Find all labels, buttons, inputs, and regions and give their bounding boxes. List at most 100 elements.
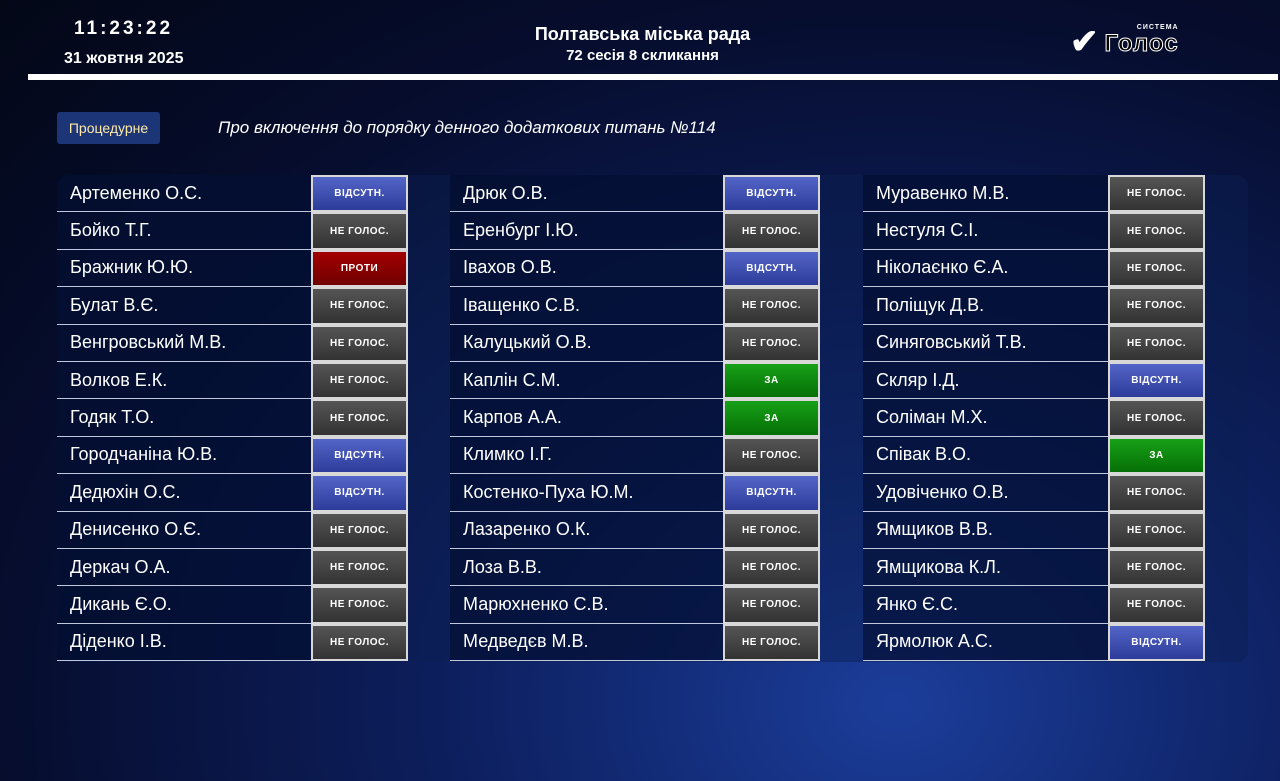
deputy-name: Івахов О.В. <box>450 249 723 288</box>
deputy-name: Костенко-Пуха Ю.М. <box>450 474 723 512</box>
council-title: Полтавська міська рада <box>534 24 751 44</box>
logo-small-text: СИСТЕМА <box>1136 24 1179 31</box>
vote-status-badge: НЕ ГОЛОС. <box>1108 474 1205 512</box>
deputy-row: Годяк Т.О. НЕ ГОЛОС. <box>57 399 408 437</box>
vote-status-badge: НЕ ГОЛОС. <box>1108 212 1205 250</box>
deputy-name: Поліщук Д.В. <box>863 287 1108 325</box>
deputy-name: Калуцький О.В. <box>450 324 723 362</box>
deputy-name: Дрюк О.В. <box>450 175 723 213</box>
vote-status-badge: НЕ ГОЛОС. <box>1108 399 1205 437</box>
vote-status-badge: НЕ ГОЛОС. <box>311 511 408 549</box>
deputies-column-2: Дрюк О.В. ВІДСУТН. Еренбург І.Ю. НЕ ГОЛОС. І… <box>450 175 820 662</box>
deputy-name: Марюхненко С.В. <box>450 586 723 624</box>
deputy-row: Денисенко О.Є. НЕ ГОЛОС. <box>57 511 408 549</box>
deputy-name: Климко І.Г. <box>450 436 723 475</box>
deputy-row: Синяговський Т.В. НЕ ГОЛОС. <box>863 324 1205 362</box>
vote-status-badge: НЕ ГОЛОС. <box>1108 586 1205 624</box>
date: 31 жовтня 2025 <box>64 50 184 67</box>
deputy-name: Каплін С.М. <box>450 361 723 400</box>
vote-status-badge: НЕ ГОЛОС. <box>723 436 820 475</box>
vote-status-badge: НЕ ГОЛОС. <box>311 324 408 362</box>
vote-status-badge: НЕ ГОЛОС. <box>311 212 408 250</box>
deputy-row: Деркач О.А. НЕ ГОЛОС. <box>57 548 408 587</box>
deputy-row: Дрюк О.В. ВІДСУТН. <box>450 175 820 213</box>
deputy-row: Поліщук Д.В. НЕ ГОЛОС. <box>863 287 1205 325</box>
question-text: Про включення до порядку денного додатко… <box>218 118 716 137</box>
deputy-name: Городчаніна Ю.В. <box>57 436 311 475</box>
vote-status-badge: НЕ ГОЛОС. <box>723 212 820 250</box>
deputy-name: Лазаренко О.К. <box>450 511 723 549</box>
vote-status-badge: НЕ ГОЛОС. <box>311 586 408 624</box>
session-subtitle: 72 сесія 8 скликання <box>566 47 719 64</box>
deputy-row: Удовіченко О.В. НЕ ГОЛОС. <box>863 474 1205 512</box>
deputy-name: Ярмолюк А.С. <box>863 623 1108 662</box>
deputies-column-1: Артеменко О.С. ВІДСУТН. Бойко Т.Г. НЕ ГОЛОС… <box>57 175 408 662</box>
logo-word: Голос СИСТЕМА <box>1104 24 1179 58</box>
deputy-row: Городчаніна Ю.В. ВІДСУТН. <box>57 436 408 475</box>
deputy-name: Скляр І.Д. <box>863 361 1108 400</box>
deputy-row: Івахов О.В. ВІДСУТН. <box>450 249 820 288</box>
vote-status-badge: ВІДСУТН. <box>723 249 820 288</box>
deputy-name: Іващенко С.В. <box>450 287 723 325</box>
deputy-row: Бойко Т.Г. НЕ ГОЛОС. <box>57 212 408 250</box>
vote-status-badge: ВІДСУТН. <box>1108 623 1205 662</box>
deputy-row: Дедюхін О.С. ВІДСУТН. <box>57 474 408 512</box>
deputy-name: Ямщиков В.В. <box>863 511 1108 549</box>
vote-status-badge: ВІДСУТН. <box>1108 361 1205 400</box>
deputy-row: Лоза В.В. НЕ ГОЛОС. <box>450 548 820 587</box>
deputy-row: Калуцький О.В. НЕ ГОЛОС. <box>450 324 820 362</box>
deputy-name: Синяговський Т.В. <box>863 324 1108 362</box>
vote-status-badge: НЕ ГОЛОС. <box>1108 175 1205 213</box>
deputy-row: Карпов А.А. ЗА <box>450 399 820 437</box>
vote-status-badge: НЕ ГОЛОС. <box>723 511 820 549</box>
deputy-row: Каплін С.М. ЗА <box>450 361 820 400</box>
deputy-row: Іващенко С.В. НЕ ГОЛОС. <box>450 287 820 325</box>
vote-status-badge: НЕ ГОЛОС. <box>1108 287 1205 325</box>
question-type-badge: Процедурне <box>57 112 160 144</box>
deputy-name: Волков Е.К. <box>57 361 311 400</box>
vote-status-badge: НЕ ГОЛОС. <box>723 623 820 662</box>
deputy-name: Карпов А.А. <box>450 399 723 437</box>
deputy-row: Ярмолюк А.С. ВІДСУТН. <box>863 623 1205 662</box>
deputy-name: Лоза В.В. <box>450 548 723 587</box>
deputy-name: Бойко Т.Г. <box>57 212 311 250</box>
deputy-name: Дедюхін О.С. <box>57 474 311 512</box>
deputy-name: Ямщикова К.Л. <box>863 548 1108 587</box>
vote-status-badge: ЗА <box>1108 436 1205 475</box>
deputy-row: Волков Е.К. НЕ ГОЛОС. <box>57 361 408 400</box>
deputy-name: Булат В.Є. <box>57 287 311 325</box>
vote-status-badge: ВІДСУТН. <box>311 175 408 213</box>
vote-status-badge: ВІДСУТН. <box>311 436 408 475</box>
deputy-name: Деркач О.А. <box>57 548 311 587</box>
deputy-row: Ніколаєнко Є.А. НЕ ГОЛОС. <box>863 249 1205 288</box>
vote-status-badge: ВІДСУТН. <box>723 175 820 213</box>
vote-status-badge: НЕ ГОЛОС. <box>1108 511 1205 549</box>
vote-status-badge: НЕ ГОЛОС. <box>1108 548 1205 587</box>
deputy-row: Марюхненко С.В. НЕ ГОЛОС. <box>450 586 820 624</box>
vote-status-badge: НЕ ГОЛОС. <box>723 324 820 362</box>
deputy-row: Артеменко О.С. ВІДСУТН. <box>57 175 408 213</box>
deputy-name: Нестуля С.І. <box>863 212 1108 250</box>
deputy-row: Еренбург І.Ю. НЕ ГОЛОС. <box>450 212 820 250</box>
clock: 11:23:22 <box>74 18 174 39</box>
deputy-row: Нестуля С.І. НЕ ГОЛОС. <box>863 212 1205 250</box>
deputy-name: Соліман М.Х. <box>863 399 1108 437</box>
vote-status-badge: НЕ ГОЛОС. <box>311 623 408 662</box>
deputy-row: Булат В.Є. НЕ ГОЛОС. <box>57 287 408 325</box>
deputies-column-3: Муравенко М.В. НЕ ГОЛОС. Нестуля С.І. НЕ ГО… <box>863 175 1205 662</box>
vote-status-badge: НЕ ГОЛОС. <box>311 287 408 325</box>
vote-status-badge: НЕ ГОЛОС. <box>311 361 408 400</box>
vote-status-badge: ПРОТИ <box>311 249 408 288</box>
vote-status-badge: НЕ ГОЛОС. <box>723 586 820 624</box>
vote-status-badge: ЗА <box>723 361 820 400</box>
vote-status-badge: ВІДСУТН. <box>311 474 408 512</box>
deputy-row: Ямщиков В.В. НЕ ГОЛОС. <box>863 511 1205 549</box>
deputy-row: Медведєв М.В. НЕ ГОЛОС. <box>450 623 820 662</box>
vote-status-badge: НЕ ГОЛОС. <box>723 287 820 325</box>
deputy-name: Співак В.О. <box>863 436 1108 475</box>
deputy-name: Янко Є.С. <box>863 586 1108 624</box>
deputy-row: Скляр І.Д. ВІДСУТН. <box>863 361 1205 400</box>
checkmark-icon: ✔ <box>1070 23 1099 61</box>
deputy-row: Співак В.О. ЗА <box>863 436 1205 475</box>
deputy-name: Діденко І.В. <box>57 623 311 662</box>
